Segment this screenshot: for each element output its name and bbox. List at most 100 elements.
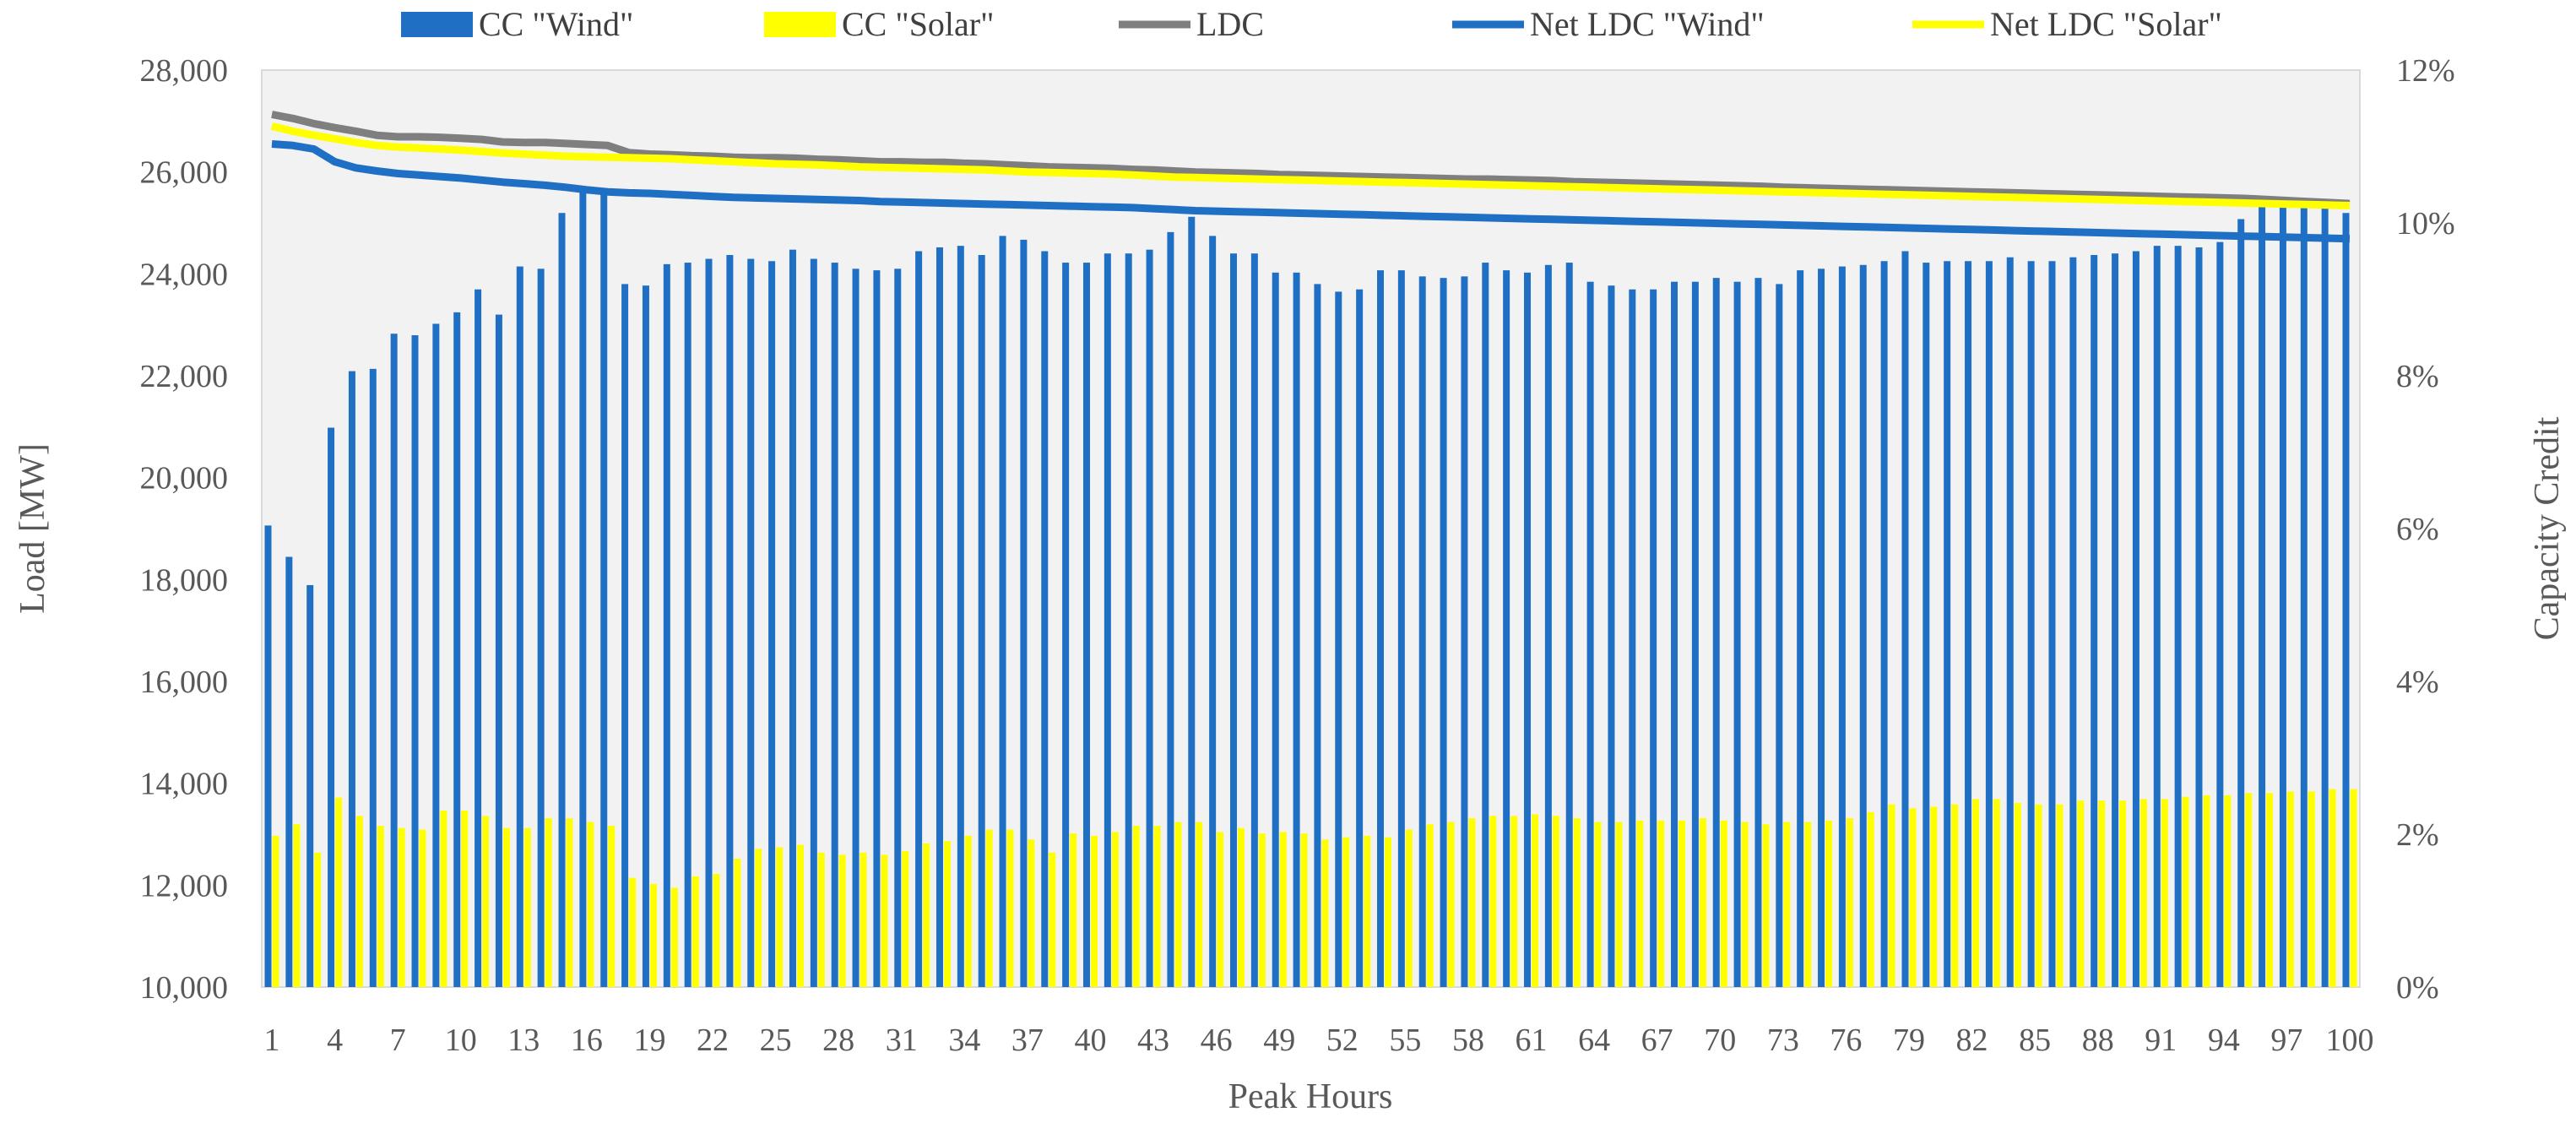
left-tick-label: 18,000 [140,562,229,598]
solar-bar [2161,799,2168,987]
x-tick-label: 31 [886,1023,918,1058]
wind-bar [1650,289,1657,987]
solar-bar [1447,822,1455,987]
solar-bar [2182,796,2189,987]
solar-bar [1657,820,1665,987]
wind-bar [495,314,502,988]
legend-swatch [401,12,473,37]
solar-bar [860,852,867,987]
x-tick-label: 85 [2019,1023,2051,1058]
solar-bar [1699,817,1706,987]
solar-bar [734,858,741,987]
solar-bar [1741,822,1749,987]
x-tick-label: 43 [1137,1023,1169,1058]
wind-bar [1776,284,1783,987]
wind-bar [2027,261,2035,987]
solar-bar [1720,820,1727,987]
x-tick-label: 4 [327,1023,343,1058]
wind-bar [2132,251,2139,987]
solar-bar [1615,822,1623,987]
wind-bar [1923,263,1930,987]
x-tick-label: 13 [507,1023,540,1058]
x-tick-label: 1 [264,1023,280,1058]
wind-bar [1272,272,1279,987]
right-tick-label: 12% [2396,53,2455,89]
solar-bar [1993,799,2000,987]
solar-bar [1300,833,1308,987]
x-axis-title: Peak Hours [1228,1077,1393,1116]
right-tick-label: 2% [2396,817,2439,853]
solar-bar [2056,804,2064,987]
wind-bar [999,236,1006,987]
x-tick-label: 94 [2208,1023,2240,1058]
solar-bar [881,854,888,987]
wind-bar [1397,270,1405,987]
ldc-line [271,111,2351,208]
wind-bar [2069,257,2077,988]
solar-bar [1006,829,1014,987]
wind-bar [579,190,587,987]
solar-bar [1132,826,1140,987]
right-axis-title: Capacity Credit [2528,416,2567,640]
right-tick-label: 4% [2396,665,2439,700]
solar-bar [1552,816,1559,987]
wind-bar [1146,249,1153,987]
wind-bar [1250,253,1258,987]
wind-bar [2259,199,2266,988]
x-tick-label: 19 [633,1023,665,1058]
wind-bar [1838,266,1846,988]
right-tick-label: 0% [2396,970,2439,1006]
solar-bar [2286,791,2294,987]
solar-bar [272,835,279,987]
legend-label: CC "Solar" [842,5,994,43]
left-tick-label: 12,000 [140,868,229,903]
wind-bar [1209,236,1217,987]
left-tick-label: 24,000 [140,257,229,292]
solar-bar [355,816,363,987]
legend: CC "Wind" CC "Solar" LDC Net LDC "Wind" Net … [401,5,2222,43]
solar-bar [2203,795,2210,987]
legend-swatch [764,12,836,37]
solar-bar [377,826,384,987]
wind-bar [558,213,566,988]
right-tick-label: 6% [2396,512,2439,547]
wind-bar [1062,263,1070,987]
series-lines [270,111,2351,243]
solar-bar [608,826,616,987]
solar-bar [1888,804,1895,987]
solar-bar [1279,832,1287,987]
x-tick-label: 40 [1074,1023,1106,1058]
wind-bar [1712,278,1720,987]
wind-bar [1104,253,1111,987]
wind-bar [1041,251,1049,987]
wind-bar [1733,281,1741,987]
x-tick-label: 58 [1452,1023,1484,1058]
left-tick-label: 14,000 [140,767,229,802]
wind-bar [873,270,881,987]
wind-bars [264,188,2350,988]
wind-bar [1754,278,1762,987]
solar-bar [1762,824,1770,987]
wind-bar [1985,261,1993,987]
solar-bar [1090,835,1098,987]
wind-bar [1461,276,1468,988]
left-tick-label: 28,000 [140,53,229,89]
solar-bar [2139,799,2147,987]
left-tick-label: 16,000 [140,665,229,700]
wind-bar [1691,281,1699,987]
solar-bars [272,789,2357,987]
solar-bar [2245,793,2253,987]
solar-bar [902,850,909,987]
wind-bar [2279,199,2286,988]
wind-bar [2237,219,2245,988]
legend-label: Net LDC "Wind" [1530,5,1765,43]
wind-bar [1125,253,1132,987]
wind-bar [663,263,670,987]
x-tick-label: 64 [1578,1023,1610,1058]
right-tick-label: 10% [2396,206,2455,241]
solar-bar [670,887,678,987]
wind-bar [1229,253,1237,987]
x-tick-label: 25 [760,1023,792,1058]
solar-bar [1153,826,1161,987]
